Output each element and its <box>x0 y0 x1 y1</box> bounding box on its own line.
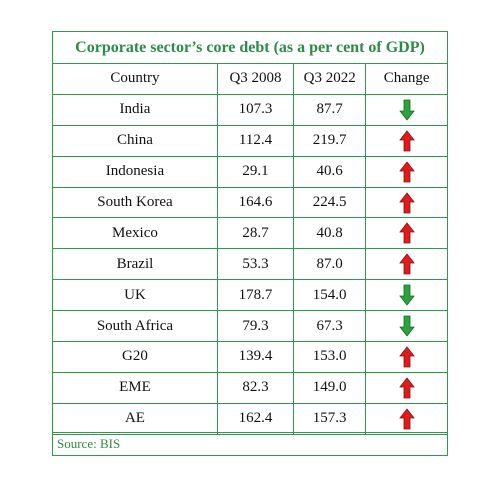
header-q3-2008: Q3 2008 <box>216 64 295 95</box>
header-row: Country Q3 2008 Q3 2022 Change <box>53 64 447 95</box>
q3-2008-cell: 79.3 <box>216 310 295 343</box>
q3-2008-cell: 53.3 <box>216 248 295 281</box>
country-cell: EME <box>53 371 218 404</box>
table-title: Corporate sector’s core debt (as a per c… <box>53 32 447 64</box>
q3-2022-cell: 219.7 <box>293 124 367 157</box>
q3-2022-cell: 224.5 <box>293 186 367 219</box>
change-cell <box>365 186 447 219</box>
table-row: Brazil 53.3 87.0 <box>53 248 447 281</box>
header-country: Country <box>53 64 218 95</box>
red-up-arrow-icon <box>398 130 415 152</box>
q3-2008-cell: 107.3 <box>216 93 295 126</box>
change-cell <box>365 279 447 312</box>
table-row: Mexico 28.7 40.8 <box>53 217 447 250</box>
q3-2022-cell: 40.6 <box>293 155 367 188</box>
table-row: China 112.4 219.7 <box>53 124 447 157</box>
red-up-arrow-icon <box>398 408 415 430</box>
q3-2008-cell: 29.1 <box>216 155 295 188</box>
country-cell: AE <box>53 402 218 435</box>
header-q3-2022: Q3 2022 <box>293 64 367 95</box>
q3-2022-cell: 40.8 <box>293 217 367 250</box>
change-cell <box>365 124 447 157</box>
table-body: India 107.3 87.7 China 112.4 219.7 Indonesia 29… <box>53 93 447 435</box>
q3-2022-cell: 67.3 <box>293 310 367 343</box>
table-row: G20 139.4 153.0 <box>53 341 447 373</box>
table-row: EME 82.3 149.0 <box>53 371 447 404</box>
red-up-arrow-icon <box>398 253 415 275</box>
green-down-arrow-icon <box>398 284 415 306</box>
q3-2022-cell: 87.0 <box>293 248 367 281</box>
red-up-arrow-icon <box>398 160 415 183</box>
q3-2008-cell: 178.7 <box>216 279 295 312</box>
change-cell <box>365 93 447 126</box>
change-cell <box>365 402 447 435</box>
red-up-arrow-icon <box>398 346 415 368</box>
header-change: Change <box>365 64 447 95</box>
q3-2022-cell: 149.0 <box>293 371 367 404</box>
table-row: AE 162.4 157.3 <box>53 402 447 435</box>
source-divider <box>53 432 447 433</box>
country-cell: India <box>53 93 218 126</box>
q3-2022-cell: 154.0 <box>293 279 367 312</box>
change-cell <box>365 248 447 281</box>
change-cell <box>365 217 447 250</box>
country-cell: G20 <box>53 341 218 373</box>
q3-2022-cell: 157.3 <box>293 402 367 435</box>
q3-2022-cell: 87.7 <box>293 93 367 126</box>
red-up-arrow-icon <box>398 222 415 244</box>
country-cell: South Africa <box>53 310 218 343</box>
q3-2008-cell: 82.3 <box>216 371 295 404</box>
green-down-arrow-icon <box>398 315 415 337</box>
country-cell: UK <box>53 279 218 312</box>
debt-table-panel: Corporate sector’s core debt (as a per c… <box>52 31 448 456</box>
table-row: South Africa 79.3 67.3 <box>53 310 447 343</box>
change-cell <box>365 155 447 188</box>
country-cell: South Korea <box>53 186 218 219</box>
country-cell: China <box>53 124 218 157</box>
red-up-arrow-icon <box>398 377 415 399</box>
q3-2008-cell: 162.4 <box>216 402 295 435</box>
change-cell <box>365 341 447 373</box>
country-cell: Indonesia <box>53 155 218 188</box>
q3-2008-cell: 112.4 <box>216 124 295 157</box>
table-row: South Korea 164.6 224.5 <box>53 186 447 219</box>
table-row: Indonesia 29.1 40.6 <box>53 155 447 188</box>
change-cell <box>365 310 447 343</box>
q3-2008-cell: 28.7 <box>216 217 295 250</box>
country-cell: Mexico <box>53 217 218 250</box>
country-cell: Brazil <box>53 248 218 281</box>
q3-2008-cell: 139.4 <box>216 341 295 373</box>
green-down-arrow-icon <box>398 99 415 121</box>
change-cell <box>365 371 447 404</box>
debt-table: Country Q3 2008 Q3 2022 Change India 107.… <box>53 64 447 435</box>
table-row: UK 178.7 154.0 <box>53 279 447 312</box>
table-row: India 107.3 87.7 <box>53 93 447 126</box>
q3-2022-cell: 153.0 <box>293 341 367 373</box>
q3-2008-cell: 164.6 <box>216 186 295 219</box>
red-up-arrow-icon <box>398 191 415 213</box>
source-note: Source: BIS <box>57 436 121 451</box>
